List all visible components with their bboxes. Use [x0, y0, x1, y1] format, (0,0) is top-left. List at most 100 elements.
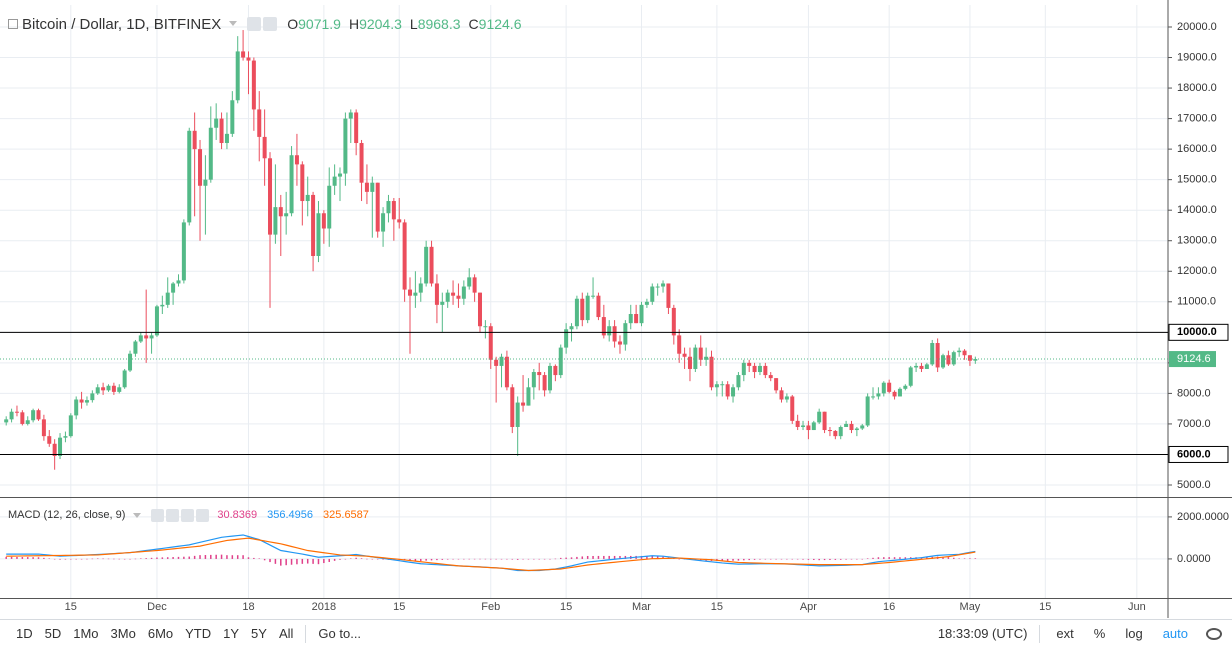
- candle-body: [488, 326, 493, 360]
- histogram-bar: [484, 558, 487, 560]
- option-button[interactable]: log: [1125, 626, 1143, 641]
- candle-body: [564, 329, 569, 348]
- candle-body: [526, 387, 531, 406]
- candle-body: [499, 356, 504, 366]
- histogram-bar: [522, 558, 524, 560]
- histogram-bar: [204, 555, 207, 559]
- histogram-bar: [888, 557, 890, 559]
- settings-icon[interactable]: [1206, 627, 1222, 640]
- candle-body: [461, 286, 466, 299]
- candle-body: [623, 323, 628, 345]
- candle-body: [569, 326, 574, 330]
- grid: [0, 5, 1168, 598]
- candle-body: [881, 382, 886, 394]
- histogram-bar: [500, 558, 503, 560]
- range-button[interactable]: YTD: [185, 626, 212, 641]
- level-label: 10000.0: [1177, 326, 1217, 338]
- collapse-icon[interactable]: [8, 19, 18, 29]
- candle-body: [230, 100, 235, 134]
- y-tick-label: 19000.0: [1177, 51, 1217, 63]
- last-price-label: 9124.6: [1177, 353, 1211, 365]
- option-button[interactable]: %: [1093, 626, 1106, 641]
- candle-body: [596, 295, 601, 318]
- histogram-bar: [490, 558, 492, 560]
- candle-body: [214, 118, 219, 128]
- candle-body: [731, 387, 736, 397]
- clock: 18:33:09 (UTC): [937, 626, 1028, 641]
- option-button[interactable]: ext: [1056, 626, 1074, 641]
- range-button[interactable]: All: [278, 626, 294, 641]
- histogram-bar: [791, 558, 794, 560]
- candle-body: [381, 213, 386, 232]
- range-button[interactable]: 3Mo: [110, 626, 136, 641]
- range-button[interactable]: 5D: [44, 626, 62, 641]
- ohlc-label: H: [348, 16, 360, 32]
- histogram-bar: [748, 558, 750, 561]
- x-tick-label: 15: [393, 601, 405, 613]
- histogram-bar: [807, 558, 810, 560]
- candle-body: [827, 430, 832, 432]
- candle-body: [138, 335, 143, 342]
- range-button[interactable]: 5Y: [251, 626, 267, 641]
- candle-body: [386, 201, 391, 214]
- candle-body: [219, 118, 224, 144]
- histogram-bar: [893, 557, 896, 559]
- histogram-bar: [166, 557, 169, 559]
- candle-body: [402, 222, 407, 290]
- candle-body: [451, 292, 456, 296]
- candle-body: [811, 422, 816, 431]
- x-tick-label: 2018: [312, 601, 336, 613]
- range-button[interactable]: 1D: [16, 626, 33, 641]
- candle-body: [289, 155, 294, 214]
- candle-body: [338, 173, 343, 177]
- histogram-bar: [161, 557, 164, 559]
- candle-body: [198, 149, 203, 186]
- x-tick-label: 15: [1039, 601, 1051, 613]
- candle-body: [817, 411, 822, 423]
- candle-body: [521, 402, 526, 406]
- level-label-box: [1168, 445, 1229, 463]
- candle-body: [601, 317, 606, 336]
- candle-body: [741, 362, 746, 376]
- goto-button[interactable]: Go to...: [318, 626, 362, 641]
- histogram-bar: [861, 558, 864, 560]
- histogram-bar: [818, 558, 820, 561]
- histogram-bar: [16, 556, 18, 559]
- candle-body: [4, 419, 9, 423]
- histogram-bar: [269, 558, 271, 563]
- histogram-bar: [312, 558, 314, 564]
- option-button[interactable]: auto: [1162, 626, 1188, 641]
- histogram-bar: [258, 558, 260, 560]
- candle-body: [332, 176, 337, 186]
- histogram-bar: [183, 556, 185, 559]
- candle-body: [574, 298, 579, 327]
- histogram-bar: [371, 558, 374, 560]
- candle-body: [865, 396, 870, 426]
- range-button[interactable]: 6Mo: [147, 626, 174, 641]
- histogram-bar: [495, 558, 497, 560]
- y-tick-label: 2000.0000: [1177, 511, 1229, 523]
- candle-body: [714, 384, 719, 388]
- histogram-bar: [118, 558, 121, 560]
- icon: [263, 17, 278, 31]
- histogram-bar: [188, 556, 191, 559]
- range-button[interactable]: 1Y: [223, 626, 240, 641]
- range-button[interactable]: 1Mo: [73, 626, 99, 641]
- candle-body: [725, 384, 730, 397]
- histogram-bar: [10, 556, 13, 559]
- histogram-bar: [909, 557, 912, 559]
- histogram-bar: [457, 558, 460, 560]
- candle-body: [128, 353, 133, 371]
- histogram-bar: [726, 558, 729, 561]
- candle-body: [504, 356, 509, 388]
- histogram-bar: [59, 558, 61, 560]
- histogram-bar: [296, 558, 298, 565]
- last-price-box: [1169, 351, 1216, 368]
- indicator-value: 325.6587: [323, 509, 369, 521]
- candle-body: [278, 207, 283, 217]
- histogram-bar: [608, 555, 610, 559]
- candle-body: [391, 201, 396, 220]
- histogram-bar: [856, 558, 858, 560]
- candle-body: [192, 130, 197, 150]
- histogram-bar: [446, 558, 449, 560]
